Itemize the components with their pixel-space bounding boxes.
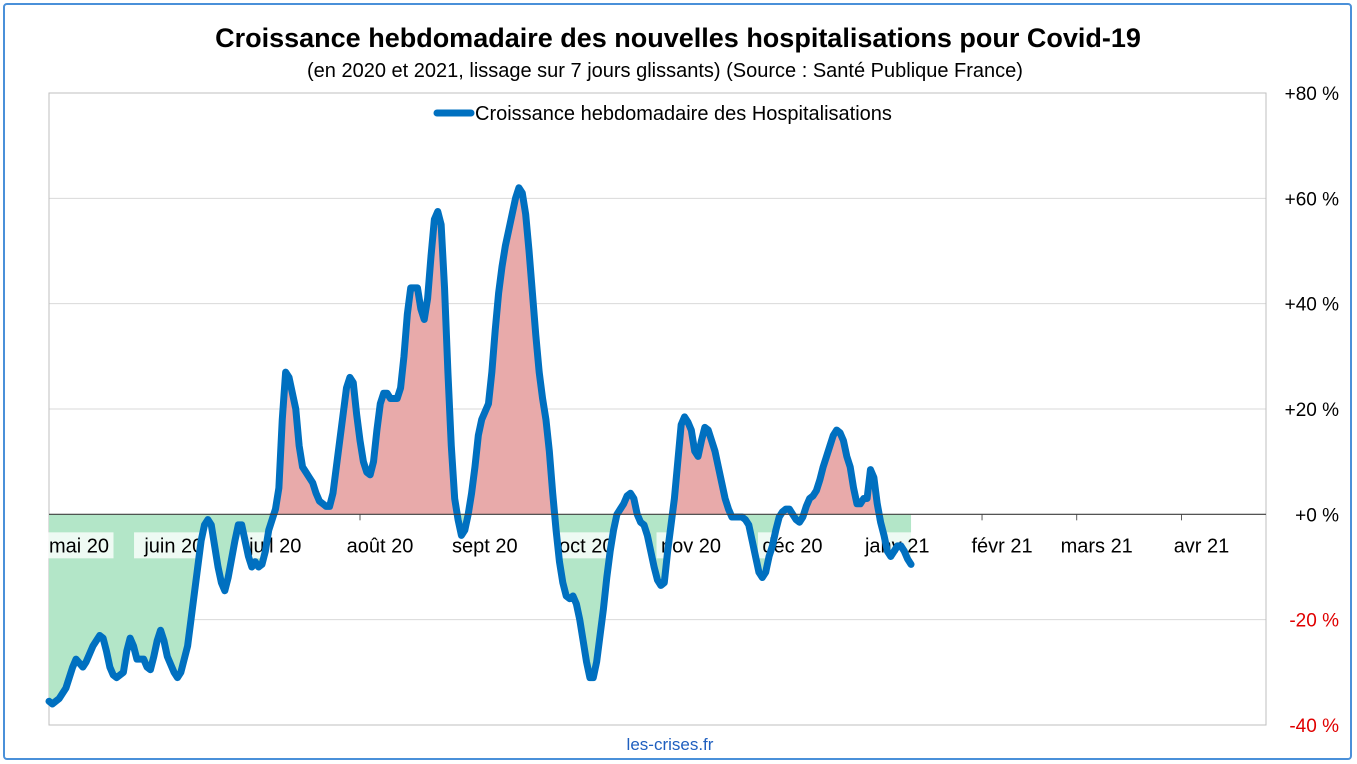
x-tick-label-1: juin 20 — [143, 535, 203, 557]
chart-subtitle: (en 2020 et 2021, lissage sur 7 jours gl… — [307, 60, 1023, 82]
y-tick-label-2: +40 % — [1285, 295, 1340, 316]
y-axis-tick-labels: +80 % +60 % +40 % +20 % +0 % -20 % -40 % — [1285, 84, 1340, 737]
x-tick-label-bg-3 — [340, 532, 420, 559]
x-tick-0: mai 20 — [44, 532, 114, 559]
x-tick-label-2: juil 20 — [248, 535, 301, 557]
y-tick-label-3: +20 % — [1285, 400, 1340, 421]
x-tick-label-bg-10 — [1056, 532, 1137, 559]
x-tick-label-5: oct 20 — [559, 535, 613, 557]
x-tick-11: avr 21 — [1166, 532, 1236, 559]
x-tick-label-bg-9 — [962, 532, 1042, 559]
positive-area-fill — [49, 187, 912, 515]
x-tick-label-3: août 20 — [347, 535, 414, 557]
series-line-hospitalisations — [45, 184, 915, 708]
x-tick-label-11: avr 21 — [1174, 535, 1230, 557]
x-tick-label-bg-11 — [1166, 532, 1236, 559]
x-tick-label-10: mars 21 — [1061, 535, 1133, 557]
plot-border — [48, 92, 1267, 726]
y-tick-label-1: +60 % — [1285, 189, 1340, 210]
chart-frame: Croissance hebdomadaire des nouvelles ho… — [3, 3, 1352, 760]
x-tick-label-bg-0 — [44, 532, 114, 559]
x-tick-label-9: févr 21 — [971, 535, 1032, 557]
y-tick-label-5: -20 % — [1289, 611, 1339, 632]
x-tick-label-6: nov 20 — [661, 535, 721, 557]
x-tick-3: août 20 — [340, 532, 420, 559]
x-tick-label-7: déc 20 — [762, 535, 822, 557]
chart-title: Croissance hebdomadaire des nouvelles ho… — [215, 23, 1141, 53]
x-tick-4: sept 20 — [445, 532, 525, 559]
x-tick-10: mars 21 — [1056, 532, 1137, 559]
chart-canvas: Croissance hebdomadaire des nouvelles ho… — [44, 23, 1340, 754]
y-tick-label-4: +0 % — [1295, 505, 1339, 526]
x-tick-label-0: mai 20 — [49, 535, 109, 557]
y-tick-label-0: +80 % — [1285, 84, 1340, 105]
source-label: les-crises.fr — [627, 735, 714, 754]
legend: Croissance hebdomadaire des Hospitalisat… — [433, 103, 892, 125]
legend-label: Croissance hebdomadaire des Hospitalisat… — [475, 103, 892, 125]
gridlines — [48, 92, 1266, 726]
x-tick-9: févr 21 — [962, 532, 1042, 559]
y-tick-label-6: -40 % — [1289, 716, 1339, 737]
x-tick-label-4: sept 20 — [452, 535, 518, 557]
